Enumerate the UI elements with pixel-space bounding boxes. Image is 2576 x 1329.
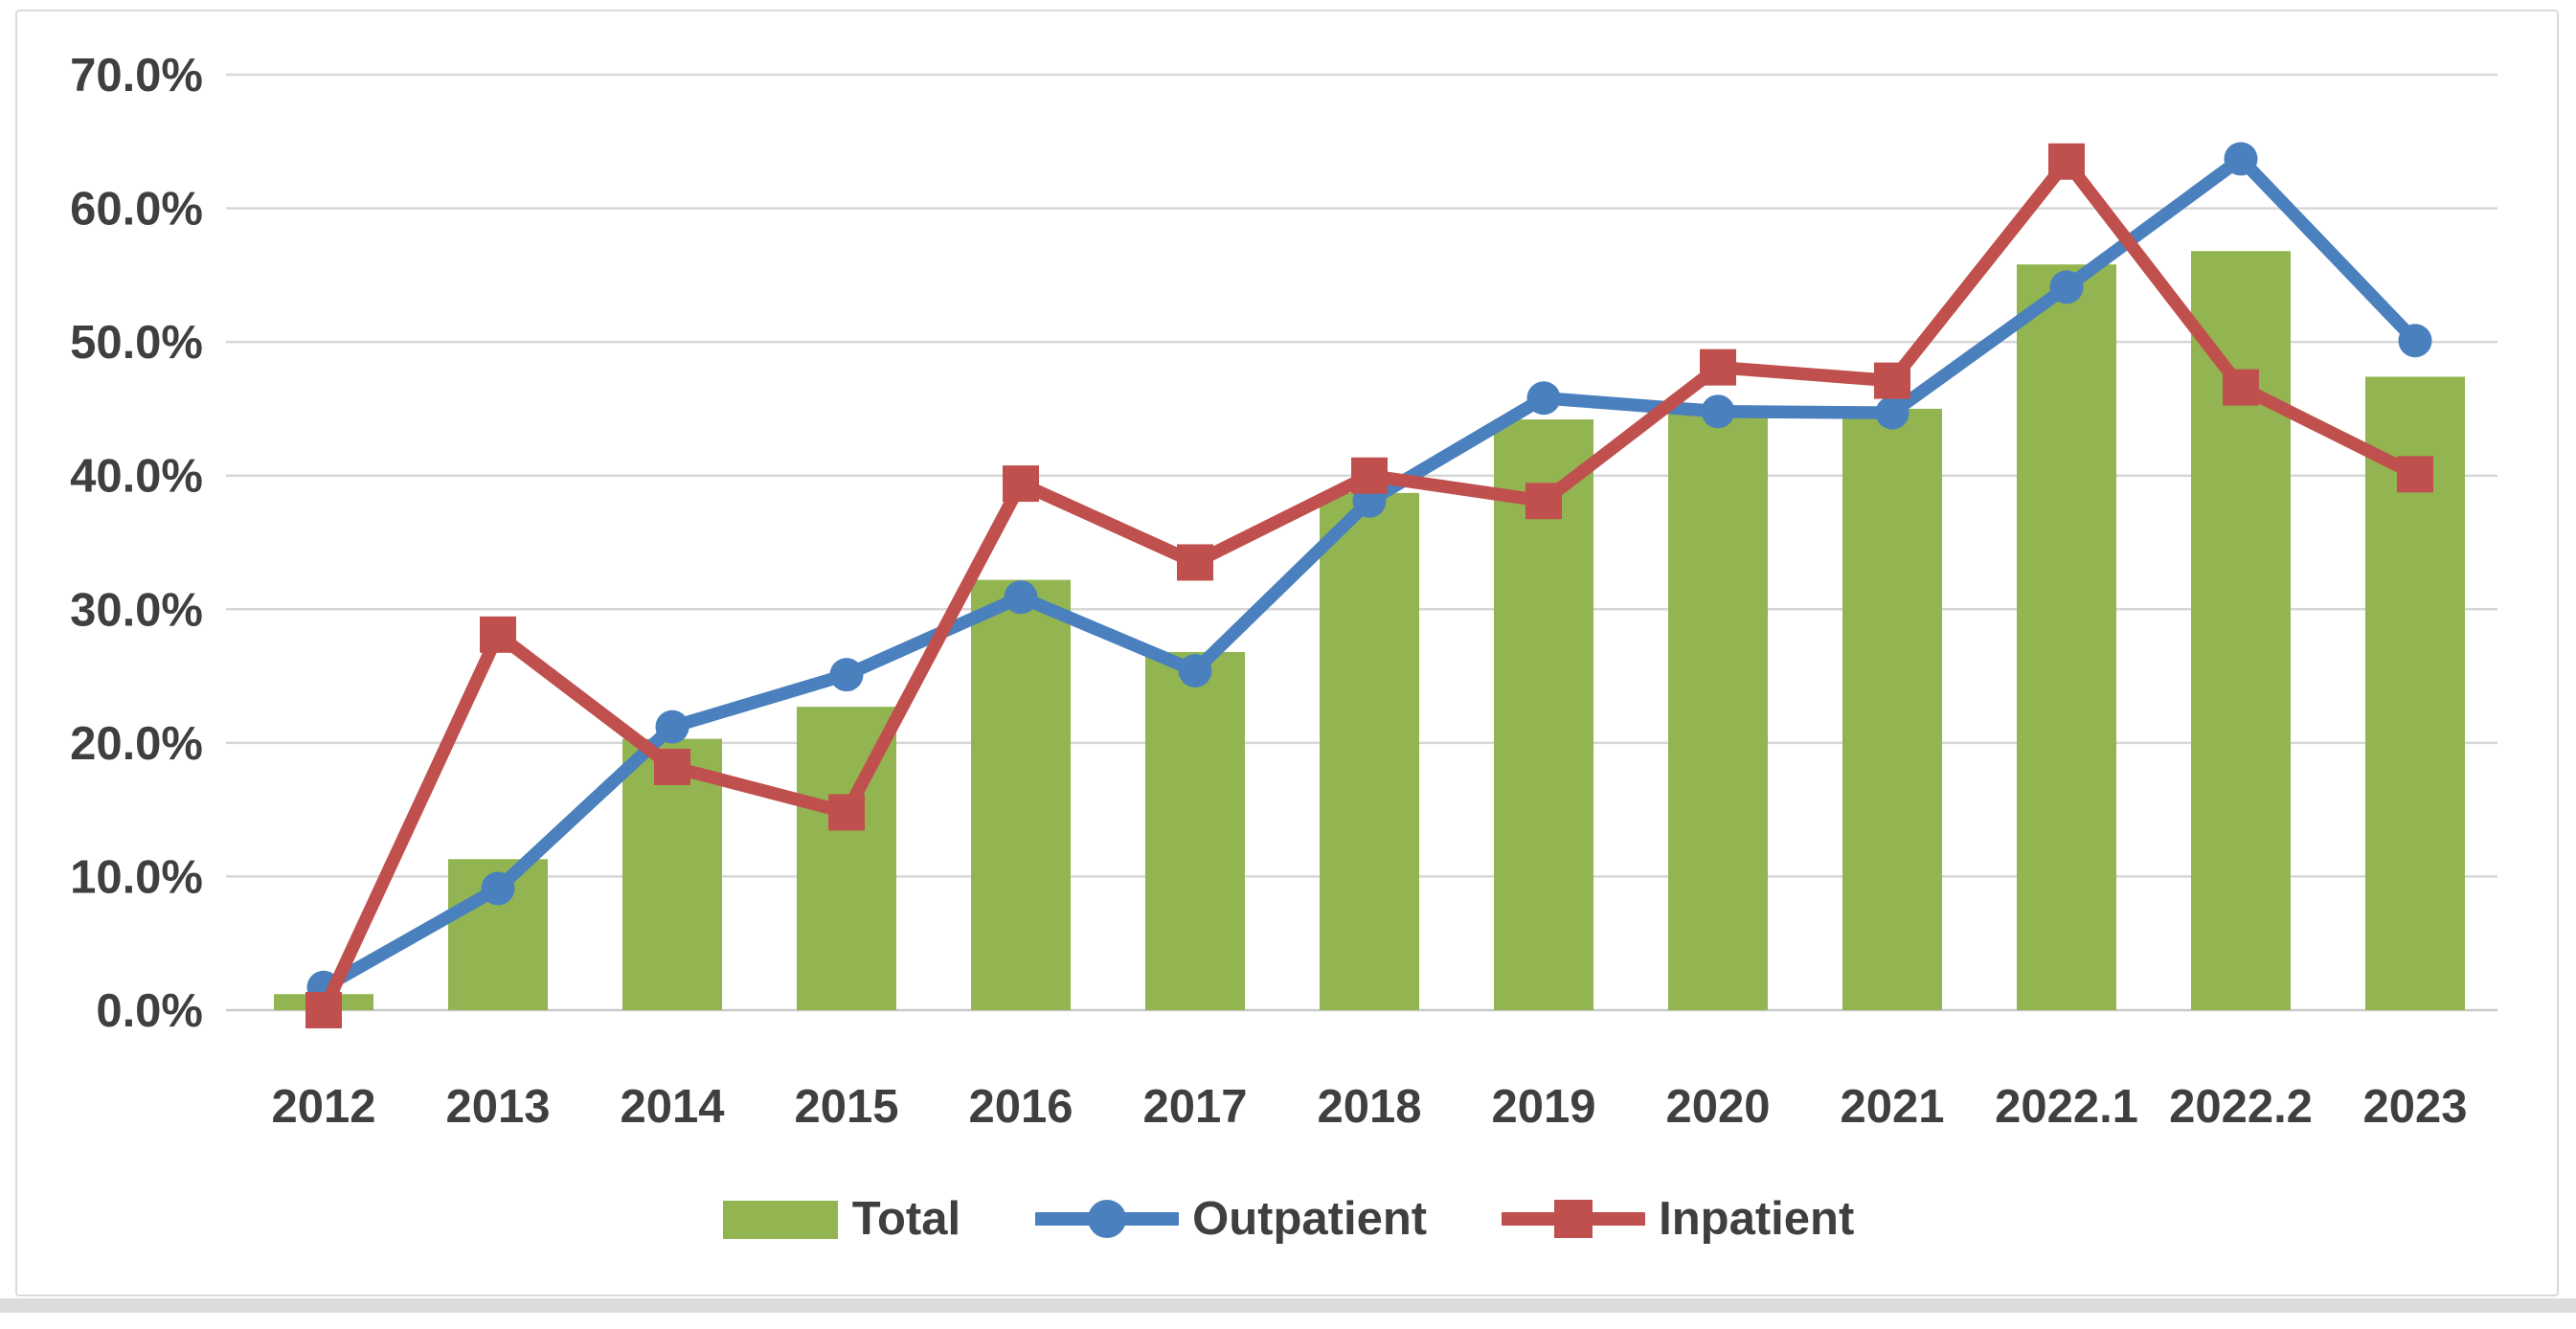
x-axis-label-2020: 2020 [1665,1081,1770,1133]
legend-label-outpatient: Outpatient [1192,1192,1428,1245]
legend-label-inpatient: Inpatient [1659,1192,1855,1245]
marker-inpatient-2019 [1525,483,1562,520]
y-tick-label-30.0%: 30.0% [70,584,203,636]
chart-legend: Total Outpatient Inpatient [0,1185,2576,1252]
marker-inpatient-2018 [1351,457,1388,494]
legend-item-outpatient: Outpatient [1035,1194,1427,1244]
bar-total-2021 [1842,408,1942,1010]
x-axis-label-2023: 2023 [2362,1081,2467,1133]
marker-outpatient-2017 [1178,653,1212,687]
y-tick-label-0.0%: 0.0% [96,985,203,1037]
marker-inpatient-2012 [305,992,342,1028]
x-axis-label-2016: 2016 [968,1081,1073,1133]
marker-outpatient-2023 [2398,324,2432,358]
x-axis-label-2019: 2019 [1491,1081,1595,1133]
y-tick-label-60.0%: 60.0% [70,184,203,236]
marker-inpatient-2023 [2397,456,2433,493]
marker-outpatient-2020 [1701,394,1735,429]
marker-inpatient-2015 [828,794,865,831]
total-swatch-icon [722,1201,838,1239]
y-tick-label-10.0%: 10.0% [70,851,203,903]
bar-total-2017 [1145,651,1245,1010]
x-axis-label-2015: 2015 [794,1081,898,1133]
marker-inpatient-2021 [1874,362,1910,399]
y-tick-label-20.0%: 20.0% [70,718,203,770]
x-axis-label-2018: 2018 [1317,1081,1421,1133]
bar-total-2016 [971,579,1071,1010]
inpatient-line-marker-icon [1502,1200,1646,1238]
marker-inpatient-2013 [480,616,516,653]
x-axis-label-2012: 2012 [271,1081,375,1133]
x-axis-label-2022.2: 2022.2 [2169,1081,2313,1133]
legend-item-total: Total [722,1194,960,1244]
legend-label-total: Total [851,1192,961,1245]
x-axis-label-2017: 2017 [1142,1081,1247,1133]
bar-total-2022.2 [2191,251,2291,1011]
marker-inpatient-2014 [654,748,690,785]
marker-inpatient-2017 [1177,544,1213,581]
marker-outpatient-2019 [1526,381,1561,416]
outpatient-line-marker-icon [1035,1200,1180,1238]
marker-outpatient-2014 [655,710,689,744]
marker-inpatient-2022.1 [2048,143,2085,180]
window-bottom-edge [0,1298,2576,1313]
legend-item-inpatient: Inpatient [1502,1194,1854,1244]
marker-outpatient-2013 [481,871,515,906]
bar-total-2022.1 [2017,264,2116,1011]
marker-inpatient-2016 [1003,465,1039,503]
marker-inpatient-2020 [1700,349,1736,386]
marker-outpatient-2022.1 [2049,270,2084,304]
x-axis-label-2022.1: 2022.1 [1995,1081,2138,1133]
y-tick-label-70.0%: 70.0% [70,50,203,101]
x-axis-label-2014: 2014 [620,1081,724,1133]
bar-total-2018 [1320,492,1419,1010]
marker-outpatient-2022.2 [2224,142,2258,176]
bar-total-2020 [1668,410,1768,1010]
marker-outpatient-2016 [1004,580,1038,615]
chart-frame [15,10,2559,1296]
x-axis-label-2021: 2021 [1840,1081,1944,1133]
y-tick-label-50.0%: 50.0% [70,317,203,369]
marker-outpatient-2015 [829,658,864,692]
marker-outpatient-2021 [1875,395,1909,430]
marker-inpatient-2022.2 [2223,369,2259,406]
y-tick-label-40.0%: 40.0% [70,451,203,503]
x-axis-label-2013: 2013 [445,1081,550,1133]
